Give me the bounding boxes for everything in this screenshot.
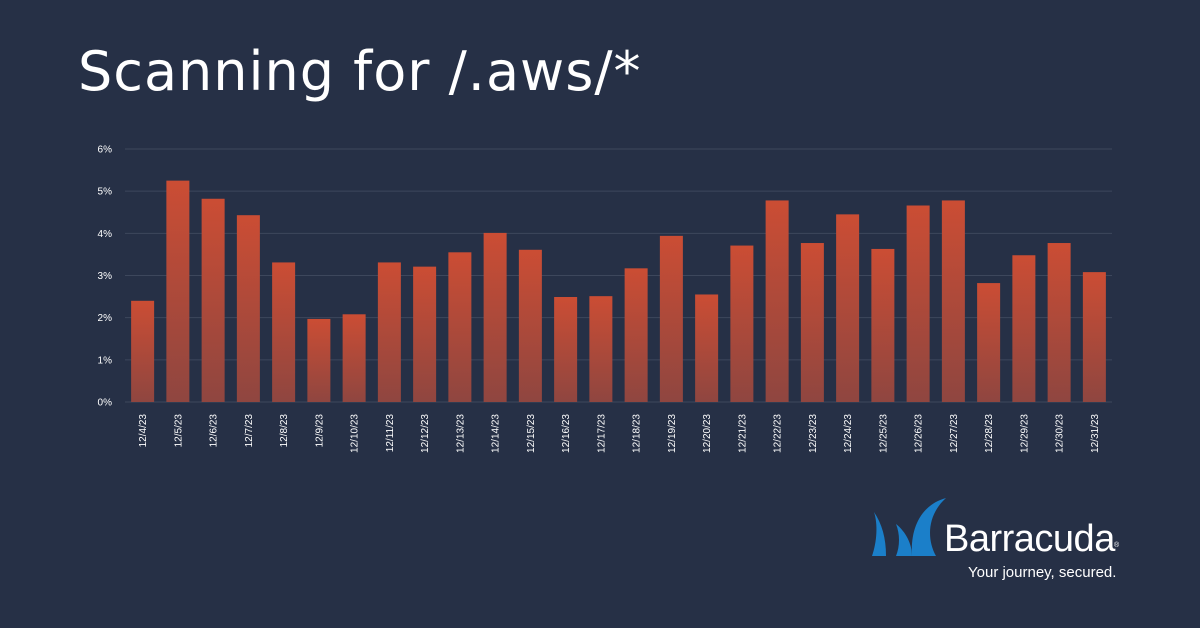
- x-tick-label: 12/13/23: [455, 414, 466, 453]
- y-tick-label: 5%: [98, 187, 113, 198]
- x-tick-label: 12/12/23: [420, 414, 431, 453]
- bar: [272, 262, 296, 402]
- y-tick-label: 4%: [98, 229, 113, 240]
- bar: [836, 214, 860, 402]
- barracuda-logo: Barracuda ® Your journey, secured.: [868, 494, 1128, 584]
- x-tick-label: 12/25/23: [878, 414, 889, 453]
- bar: [1047, 243, 1071, 402]
- x-tick-label: 12/17/23: [596, 414, 607, 453]
- bar: [977, 283, 1001, 402]
- bar: [518, 249, 542, 402]
- bar: [131, 300, 155, 402]
- x-tick-label: 12/26/23: [914, 414, 925, 453]
- x-tick-label: 12/31/23: [1090, 414, 1101, 453]
- bar: [1082, 272, 1106, 402]
- bar: [166, 180, 190, 402]
- bars: [131, 180, 1106, 402]
- x-tick-label: 12/15/23: [526, 414, 537, 453]
- shark-fin-icon: [872, 498, 946, 556]
- x-tick-label: 12/14/23: [491, 414, 502, 453]
- x-tick-label: 12/23/23: [808, 414, 819, 453]
- bar: [201, 198, 225, 402]
- brand-tagline: Your journey, secured.: [968, 564, 1117, 581]
- x-axis-ticks: 12/4/23 12/5/23 12/6/23 12/7/23 12/8/23 12/9/…: [138, 414, 1101, 453]
- x-tick-label: 12/19/23: [667, 414, 678, 453]
- bar: [1012, 255, 1036, 402]
- y-tick-label: 6%: [98, 145, 113, 156]
- x-tick-label: 12/18/23: [632, 414, 643, 453]
- bar: [659, 235, 683, 402]
- bar: [871, 248, 895, 402]
- bar: [589, 296, 613, 402]
- bar: [307, 318, 331, 402]
- bar: [413, 266, 437, 402]
- bar: [448, 252, 472, 402]
- bar: [941, 200, 965, 402]
- bar: [800, 243, 824, 402]
- y-tick-label: 3%: [98, 271, 113, 282]
- bar: [554, 297, 578, 402]
- chart-title: Scanning for /.aws/*: [78, 40, 642, 103]
- x-tick-label: 12/29/23: [1019, 414, 1030, 453]
- bar: [695, 294, 719, 402]
- bar: [342, 314, 366, 402]
- bar: [377, 262, 401, 402]
- x-tick-label: 12/8/23: [279, 414, 290, 448]
- x-tick-label: 12/21/23: [737, 414, 748, 453]
- x-tick-label: 12/27/23: [949, 414, 960, 453]
- x-tick-label: 12/22/23: [773, 414, 784, 453]
- x-tick-label: 12/7/23: [244, 414, 255, 448]
- x-tick-label: 12/5/23: [173, 414, 184, 448]
- x-tick-label: 12/10/23: [350, 414, 361, 453]
- registered-mark: ®: [1114, 542, 1120, 549]
- x-tick-label: 12/16/23: [561, 414, 572, 453]
- bar: [765, 200, 789, 402]
- x-tick-label: 12/11/23: [385, 414, 396, 453]
- x-tick-label: 12/30/23: [1055, 414, 1066, 453]
- x-tick-label: 12/24/23: [843, 414, 854, 453]
- bar: [906, 205, 930, 402]
- x-tick-label: 12/20/23: [702, 414, 713, 453]
- x-tick-label: 12/6/23: [209, 414, 220, 448]
- x-tick-label: 12/9/23: [314, 414, 325, 448]
- brand-name: Barracuda: [944, 518, 1115, 560]
- y-axis-ticks: 0% 1% 2% 3% 4% 5% 6%: [98, 145, 113, 409]
- bar: [483, 232, 507, 402]
- x-tick-label: 12/4/23: [138, 414, 149, 448]
- bar: [236, 215, 260, 402]
- y-tick-label: 2%: [98, 313, 113, 324]
- bar: [730, 245, 754, 402]
- y-tick-label: 1%: [98, 355, 113, 366]
- bar: [624, 268, 648, 402]
- x-tick-label: 12/28/23: [984, 414, 995, 453]
- y-tick-label: 0%: [98, 398, 113, 409]
